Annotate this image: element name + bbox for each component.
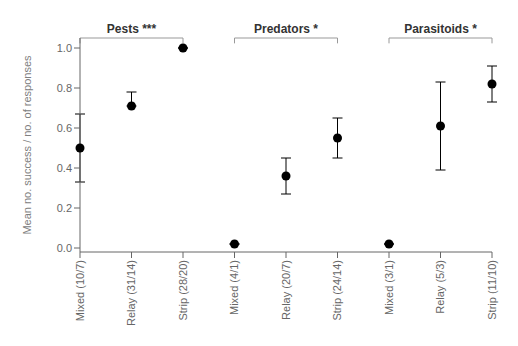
svg-text:0.6: 0.6 — [57, 122, 72, 134]
svg-text:Parasitoids *: Parasitoids * — [404, 22, 477, 36]
svg-text:Relay (5/3): Relay (5/3) — [434, 260, 446, 314]
svg-text:Mean no. success / no. of resp: Mean no. success / no. of responses — [21, 55, 33, 235]
svg-text:Relay (20/7): Relay (20/7) — [280, 260, 292, 320]
svg-text:Strip (11/10): Strip (11/10) — [486, 260, 498, 320]
svg-text:Mixed (4/1): Mixed (4/1) — [228, 260, 240, 315]
svg-text:0.8: 0.8 — [57, 82, 72, 94]
svg-text:Strip (24/14): Strip (24/14) — [331, 260, 343, 321]
svg-text:Strip (28/20): Strip (28/20) — [177, 260, 189, 321]
svg-text:Relay (31/14): Relay (31/14) — [125, 260, 137, 326]
svg-text:Mixed (10/7): Mixed (10/7) — [74, 260, 86, 321]
svg-text:0.2: 0.2 — [57, 202, 72, 214]
svg-text:0.0: 0.0 — [57, 242, 72, 254]
svg-text:0.4: 0.4 — [57, 162, 72, 174]
svg-text:1.0: 1.0 — [57, 42, 72, 54]
svg-text:Pests ***: Pests *** — [107, 22, 157, 36]
svg-text:Mixed (3/1): Mixed (3/1) — [383, 260, 395, 315]
svg-text:Predators *: Predators * — [254, 22, 318, 36]
